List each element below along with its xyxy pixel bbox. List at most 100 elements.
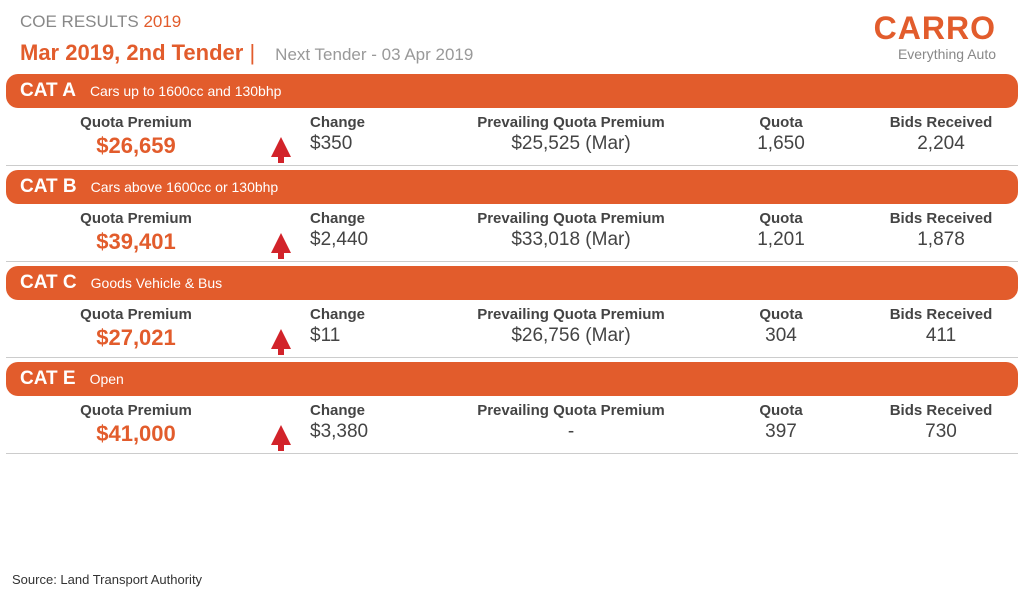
- change-col: Change $350: [306, 114, 436, 155]
- bids-col: Bids Received 411: [856, 306, 1024, 347]
- bids-value: 1,878: [856, 229, 1024, 251]
- category-header: CAT A Cars up to 1600cc and 130bhp: [6, 74, 1018, 108]
- quota-value: 1,201: [706, 229, 856, 251]
- arrow-up-icon: [271, 329, 291, 349]
- bids-label: Bids Received: [856, 114, 1024, 131]
- change-col: Change $3,380: [306, 402, 436, 443]
- top-title-prefix: COE RESULTS: [20, 12, 143, 31]
- arrow-up-icon: [271, 425, 291, 445]
- quota-premium-col: Quota Premium $27,021: [16, 306, 256, 351]
- prevailing-value: $26,756 (Mar): [436, 325, 706, 347]
- prevailing-label: Prevailing Quota Premium: [436, 114, 706, 131]
- bids-col: Bids Received 1,878: [856, 210, 1024, 251]
- category-block: CAT A Cars up to 1600cc and 130bhp Quota P…: [0, 74, 1024, 166]
- change-label: Change: [310, 114, 436, 131]
- prevailing-col: Prevailing Quota Premium $26,756 (Mar): [436, 306, 706, 347]
- quota-value: 397: [706, 421, 856, 443]
- category-name: CAT A: [20, 80, 76, 102]
- change-arrow-cell: [256, 402, 306, 447]
- prevailing-col: Prevailing Quota Premium -: [436, 402, 706, 443]
- category-body: Quota Premium $41,000 Change $3,380Prevaili…: [6, 396, 1018, 454]
- change-col: Change$2,440: [306, 210, 436, 251]
- quota-premium-value: $27,021: [16, 325, 256, 351]
- category-name: CAT B: [20, 176, 77, 198]
- category-body: Quota Premium $39,401 Change$2,440Prevaili…: [6, 204, 1018, 262]
- category-block: CAT B Cars above 1600cc or 130bhp Quota Pr…: [0, 170, 1024, 262]
- next-tender: Next Tender - 03 Apr 2019: [275, 45, 473, 65]
- change-value: $11: [310, 325, 436, 347]
- header-left: COE RESULTS 2019 Mar 2019, 2nd Tender | …: [20, 12, 874, 66]
- bids-label: Bids Received: [856, 210, 1024, 227]
- quota-premium-col: Quota Premium $41,000: [16, 402, 256, 447]
- quota-premium-label: Quota Premium: [16, 306, 256, 323]
- prevailing-value: $33,018 (Mar): [436, 229, 706, 251]
- category-body: Quota Premium $26,659 Change $350Prevailing…: [6, 108, 1018, 166]
- logo-text: CARRO: [874, 12, 996, 44]
- category-name: CAT E: [20, 368, 76, 390]
- change-label: Change: [310, 402, 436, 419]
- quota-value: 304: [706, 325, 856, 347]
- quota-col: Quota 1,650: [706, 114, 856, 155]
- category-block: CAT E Open Quota Premium $41,000 Change $3,38…: [0, 362, 1024, 454]
- quota-col: Quota 1,201: [706, 210, 856, 251]
- arrow-up-icon: [271, 137, 291, 157]
- source-note: Source: Land Transport Authority: [12, 572, 202, 587]
- quota-premium-label: Quota Premium: [16, 210, 256, 227]
- quota-col: Quota397: [706, 402, 856, 443]
- quota-label: Quota: [706, 306, 856, 323]
- category-desc: Cars up to 1600cc and 130bhp: [90, 83, 281, 99]
- change-label: Change: [310, 210, 436, 227]
- tender-pipe: |: [243, 40, 255, 65]
- quota-premium-value: $41,000: [16, 421, 256, 447]
- quota-premium-label: Quota Premium: [16, 114, 256, 131]
- change-col: Change $11: [306, 306, 436, 347]
- category-name: CAT C: [20, 272, 77, 294]
- bids-label: Bids Received: [856, 306, 1024, 323]
- change-arrow-cell: [256, 306, 306, 351]
- categories-container: CAT A Cars up to 1600cc and 130bhp Quota P…: [0, 74, 1024, 454]
- bids-value: 411: [856, 325, 1024, 347]
- quota-col: Quota 304: [706, 306, 856, 347]
- bids-value: 2,204: [856, 133, 1024, 155]
- bids-col: Bids Received 730: [856, 402, 1024, 443]
- prevailing-label: Prevailing Quota Premium: [436, 402, 706, 419]
- prevailing-col: Prevailing Quota Premium $25,525 (Mar): [436, 114, 706, 155]
- change-value: $350: [310, 133, 436, 155]
- category-header: CAT E Open: [6, 362, 1018, 396]
- quota-value: 1,650: [706, 133, 856, 155]
- bids-col: Bids Received 2,204: [856, 114, 1024, 155]
- category-desc: Open: [90, 371, 124, 387]
- change-value: $3,380: [310, 421, 436, 443]
- category-block: CAT C Goods Vehicle & Bus Quota Premium $27…: [0, 266, 1024, 358]
- prevailing-col: Prevailing Quota Premium $33,018 (Mar): [436, 210, 706, 251]
- category-desc: Goods Vehicle & Bus: [91, 275, 223, 291]
- quota-premium-value: $26,659: [16, 133, 256, 159]
- quota-label: Quota: [706, 114, 856, 131]
- prevailing-value: -: [436, 421, 706, 443]
- change-arrow-cell: [256, 210, 306, 255]
- quota-premium-col: Quota Premium $39,401: [16, 210, 256, 255]
- bids-label: Bids Received: [856, 402, 1024, 419]
- subtitle-row: Mar 2019, 2nd Tender | Next Tender - 03 …: [20, 40, 874, 66]
- change-arrow-cell: [256, 114, 306, 159]
- category-desc: Cars above 1600cc or 130bhp: [91, 179, 279, 195]
- prevailing-label: Prevailing Quota Premium: [436, 210, 706, 227]
- category-body: Quota Premium $27,021 Change $11Prevailing …: [6, 300, 1018, 358]
- quota-label: Quota: [706, 210, 856, 227]
- prevailing-value: $25,525 (Mar): [436, 133, 706, 155]
- page-header: COE RESULTS 2019 Mar 2019, 2nd Tender | …: [0, 0, 1024, 70]
- arrow-up-icon: [271, 233, 291, 253]
- brand-logo: CARRO Everything Auto: [874, 12, 1004, 62]
- top-title: COE RESULTS 2019: [20, 12, 874, 32]
- prevailing-label: Prevailing Quota Premium: [436, 306, 706, 323]
- quota-premium-label: Quota Premium: [16, 402, 256, 419]
- top-title-year: 2019: [143, 12, 181, 31]
- quota-premium-value: $39,401: [16, 229, 256, 255]
- category-header: CAT C Goods Vehicle & Bus: [6, 266, 1018, 300]
- tender-title-text: Mar 2019, 2nd Tender: [20, 40, 243, 65]
- logo-tagline: Everything Auto: [874, 46, 996, 62]
- tender-title: Mar 2019, 2nd Tender |: [20, 40, 255, 66]
- bids-value: 730: [856, 421, 1024, 443]
- change-label: Change: [310, 306, 436, 323]
- quota-premium-col: Quota Premium $26,659: [16, 114, 256, 159]
